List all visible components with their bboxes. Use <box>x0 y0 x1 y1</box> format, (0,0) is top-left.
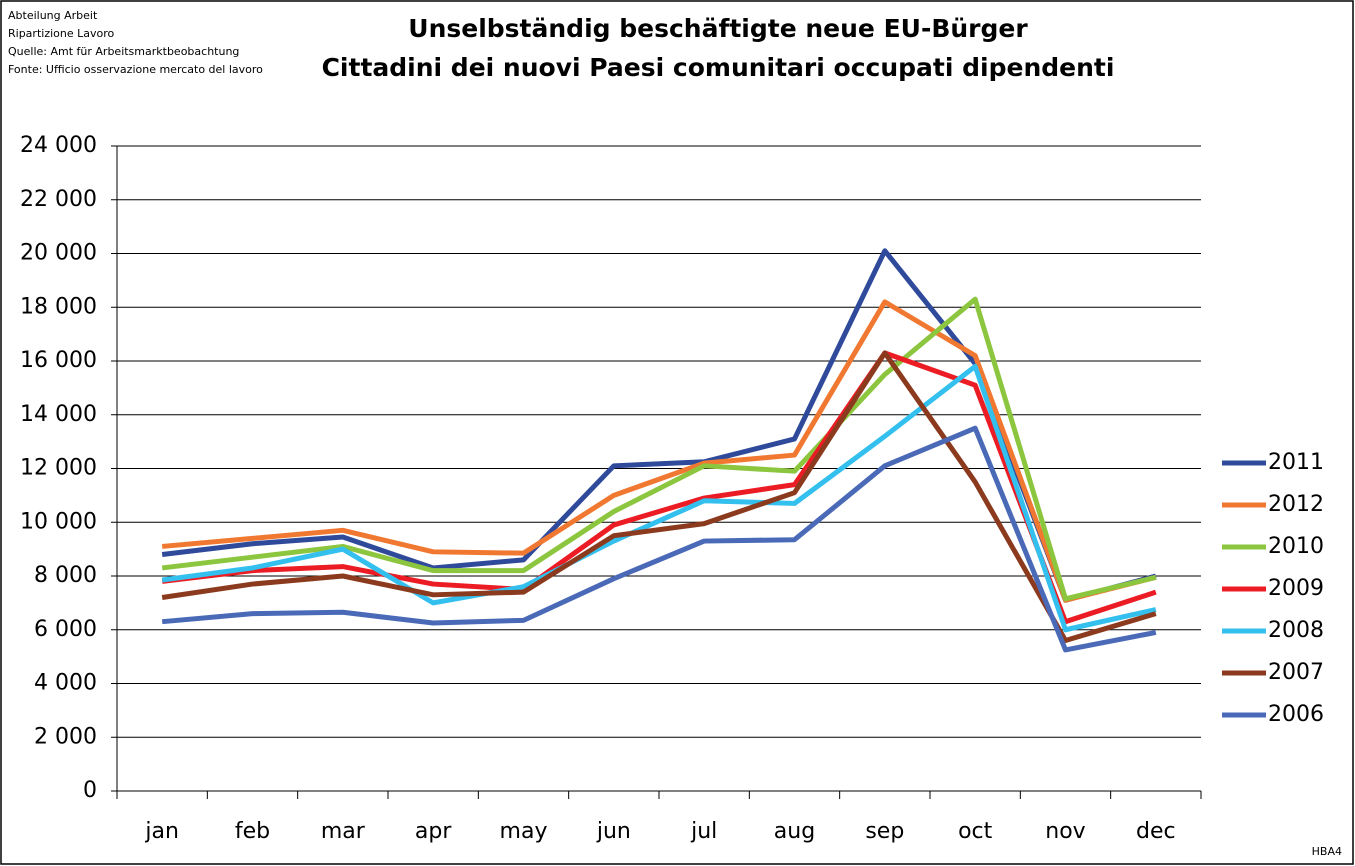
y-tick-label: 22 000 <box>20 187 97 212</box>
y-tick-label: 0 <box>83 778 97 803</box>
y-tick-label: 24 000 <box>20 133 97 158</box>
y-tick-label: 12 000 <box>20 456 97 481</box>
y-tick-label: 14 000 <box>20 402 97 427</box>
legend-label: 2009 <box>1268 576 1324 601</box>
series-line <box>161 299 1157 603</box>
y-tick-label: 16 000 <box>20 348 97 373</box>
legend-label: 2011 <box>1268 450 1324 475</box>
x-tick-label: mar <box>321 819 366 844</box>
x-tick-label: jul <box>690 819 717 844</box>
code: HBA4 <box>1312 845 1342 858</box>
x-tick-label: jun <box>596 819 631 844</box>
legend-label: 2007 <box>1268 660 1324 685</box>
x-tick-label: feb <box>235 819 270 844</box>
y-tick-label: 4 000 <box>34 671 97 696</box>
series-line <box>161 425 1157 653</box>
series-line <box>161 363 1157 633</box>
x-tick-label: aug <box>774 819 815 844</box>
series-line <box>161 350 1157 625</box>
note: Fonte: Ufficio osservazione mercato del … <box>8 63 263 76</box>
series-line <box>161 296 1157 602</box>
y-tick-label: 2 000 <box>34 724 97 749</box>
x-tick-label: may <box>500 819 548 844</box>
series-line <box>161 350 1157 643</box>
x-tick-label: apr <box>415 819 452 844</box>
y-tick-label: 8 000 <box>34 563 97 588</box>
note: Quelle: Amt für Arbeitsmarktbeobachtung <box>8 45 239 58</box>
note: Ripartizione Lavoro <box>8 27 114 40</box>
y-tick-label: 6 000 <box>34 617 97 642</box>
chart-title: Unselbständig beschäftigte neue EU-Bürge… <box>408 14 1028 43</box>
x-tick-label: nov <box>1045 819 1085 844</box>
y-tick-label: 10 000 <box>20 509 97 534</box>
legend-label: 2006 <box>1268 702 1324 727</box>
x-tick-label: dec <box>1136 819 1176 844</box>
x-tick-label: sep <box>865 819 904 844</box>
note: Abteilung Arbeit <box>8 9 98 22</box>
chart-title: Cittadini dei nuovi Paesi comunitari occ… <box>322 53 1115 82</box>
y-tick-label: 20 000 <box>20 241 97 266</box>
legend-label: 2008 <box>1268 618 1324 643</box>
x-tick-label: oct <box>958 819 993 844</box>
x-tick-label: jan <box>144 819 179 844</box>
legend-label: 2010 <box>1268 534 1324 559</box>
legend-label: 2012 <box>1268 492 1324 517</box>
y-tick-label: 18 000 <box>20 294 97 319</box>
